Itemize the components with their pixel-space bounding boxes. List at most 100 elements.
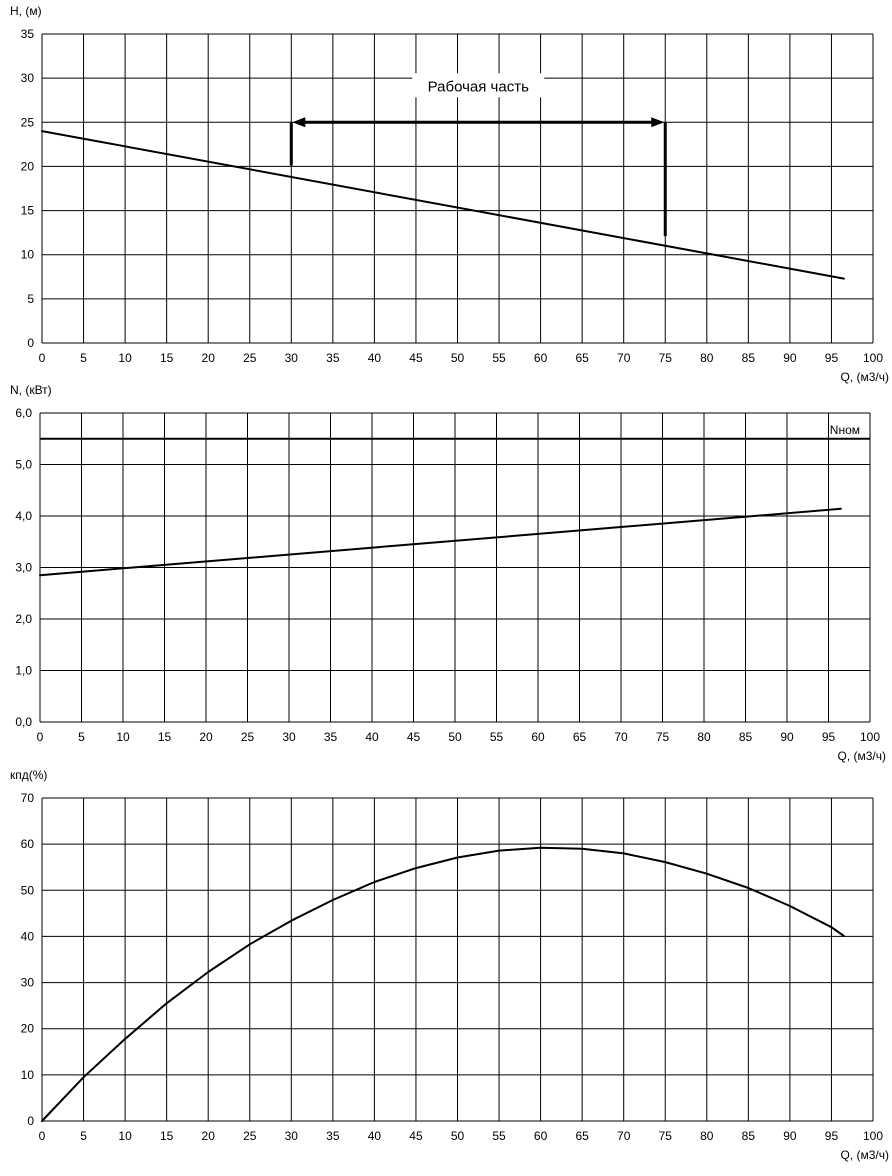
head-x-tick-label: 0 bbox=[39, 351, 46, 365]
power-x-tick-label: 35 bbox=[324, 730, 338, 744]
efficiency-x-tick-label: 40 bbox=[368, 1129, 382, 1143]
power-x-tick-label: 40 bbox=[365, 730, 379, 744]
efficiency-x-tick-label: 95 bbox=[825, 1129, 839, 1143]
efficiency-x-tick-label: 85 bbox=[742, 1129, 756, 1143]
efficiency-y-tick-label: 70 bbox=[21, 791, 35, 805]
power-y-tick-label: 1,0 bbox=[15, 664, 32, 678]
power-x-tick-label: 45 bbox=[407, 730, 421, 744]
head-x-tick-label: 75 bbox=[659, 351, 673, 365]
head-x-tick-label: 55 bbox=[492, 351, 506, 365]
efficiency-y-tick-label: 20 bbox=[21, 1022, 35, 1036]
efficiency-x-tick-label: 5 bbox=[80, 1129, 87, 1143]
efficiency-y-tick-label: 30 bbox=[21, 976, 35, 990]
power-x-tick-label: 70 bbox=[614, 730, 628, 744]
head-x-tick-label: 5 bbox=[80, 351, 87, 365]
power-x-tick-label: 5 bbox=[78, 730, 85, 744]
efficiency-y-axis-title: кпд(%) bbox=[10, 768, 47, 782]
head-x-tick-label: 95 bbox=[825, 351, 839, 365]
head-x-tick-label: 85 bbox=[742, 351, 756, 365]
head-curve bbox=[41, 130, 845, 280]
head-x-axis-title: Q, (м3/ч) bbox=[840, 370, 889, 384]
power-y-tick-label: 0,0 bbox=[15, 715, 32, 729]
efficiency-curve bbox=[41, 846, 845, 1122]
efficiency-x-tick-label: 65 bbox=[575, 1129, 589, 1143]
power-x-tick-label: 60 bbox=[531, 730, 545, 744]
head-x-tick-label: 100 bbox=[863, 351, 883, 365]
head-x-tick-label: 10 bbox=[118, 351, 132, 365]
efficiency-y-tick-label: 50 bbox=[21, 883, 35, 897]
power-x-tick-label: 65 bbox=[573, 730, 587, 744]
power-y-tick-label: 3,0 bbox=[15, 561, 32, 575]
efficiency-x-tick-label: 70 bbox=[617, 1129, 631, 1143]
power-x-tick-label: 20 bbox=[199, 730, 213, 744]
head-y-tick-label: 30 bbox=[21, 71, 35, 85]
head-x-tick-label: 35 bbox=[326, 351, 340, 365]
head-x-tick-label: 20 bbox=[202, 351, 216, 365]
head-x-tick-label: 80 bbox=[700, 351, 714, 365]
efficiency-x-tick-label: 75 bbox=[659, 1129, 673, 1143]
head-y-tick-label: 35 bbox=[21, 27, 35, 41]
efficiency-y-tick-label: 10 bbox=[21, 1068, 35, 1082]
power-y-tick-label: 6,0 bbox=[15, 406, 32, 420]
head-x-tick-label: 40 bbox=[368, 351, 382, 365]
power-x-tick-label: 90 bbox=[780, 730, 794, 744]
power-x-tick-label: 55 bbox=[490, 730, 504, 744]
power-reference-line-label: Nном bbox=[830, 423, 860, 437]
power-y-tick-label: 5,0 bbox=[15, 458, 32, 472]
power-x-tick-label: 100 bbox=[860, 730, 880, 744]
efficiency-x-tick-label: 35 bbox=[326, 1129, 340, 1143]
head-x-tick-label: 45 bbox=[409, 351, 423, 365]
efficiency-x-tick-label: 10 bbox=[118, 1129, 132, 1143]
power-y-axis-title: N, (кВт) bbox=[10, 383, 52, 397]
head-y-tick-label: 15 bbox=[21, 204, 35, 218]
power-x-tick-label: 80 bbox=[697, 730, 711, 744]
power-x-tick-label: 30 bbox=[282, 730, 296, 744]
power-x-tick-label: 85 bbox=[739, 730, 753, 744]
head-x-tick-label: 60 bbox=[534, 351, 548, 365]
power-y-tick-label: 2,0 bbox=[15, 612, 32, 626]
efficiency-x-tick-label: 0 bbox=[39, 1129, 46, 1143]
efficiency-x-tick-label: 15 bbox=[160, 1129, 174, 1143]
efficiency-x-tick-label: 20 bbox=[202, 1129, 216, 1143]
head-x-tick-label: 65 bbox=[575, 351, 589, 365]
power-x-tick-label: 10 bbox=[116, 730, 130, 744]
power-x-axis-title: Q, (м3/ч) bbox=[837, 749, 886, 763]
efficiency-x-tick-label: 80 bbox=[700, 1129, 714, 1143]
working-range-label-background bbox=[412, 73, 545, 98]
power-x-tick-label: 75 bbox=[656, 730, 670, 744]
head-y-axis-title: H, (м) bbox=[10, 4, 42, 18]
efficiency-y-tick-label: 60 bbox=[21, 837, 35, 851]
head-x-tick-label: 70 bbox=[617, 351, 631, 365]
head-x-tick-label: 30 bbox=[285, 351, 299, 365]
efficiency-x-tick-label: 55 bbox=[492, 1129, 506, 1143]
head-x-tick-label: 25 bbox=[243, 351, 257, 365]
head-y-tick-label: 25 bbox=[21, 115, 35, 129]
power-y-tick-label: 4,0 bbox=[15, 509, 32, 523]
efficiency-x-tick-label: 45 bbox=[409, 1129, 423, 1143]
arrow-left-head-icon bbox=[292, 117, 306, 128]
efficiency-y-tick-label: 0 bbox=[27, 1114, 34, 1128]
efficiency-x-tick-label: 90 bbox=[783, 1129, 797, 1143]
power-x-tick-label: 0 bbox=[37, 730, 44, 744]
head-y-tick-label: 10 bbox=[21, 248, 35, 262]
head-y-tick-label: 20 bbox=[21, 159, 35, 173]
arrow-right-head-icon bbox=[651, 117, 665, 128]
power-x-tick-label: 15 bbox=[158, 730, 172, 744]
efficiency-x-tick-label: 25 bbox=[243, 1129, 257, 1143]
power-x-tick-label: 95 bbox=[822, 730, 836, 744]
efficiency-x-tick-label: 100 bbox=[863, 1129, 883, 1143]
efficiency-y-tick-label: 40 bbox=[21, 929, 35, 943]
head-y-tick-label: 5 bbox=[27, 292, 34, 306]
efficiency-x-tick-label: 50 bbox=[451, 1129, 465, 1143]
power-x-tick-label: 50 bbox=[448, 730, 462, 744]
working-range-label: Рабочая часть bbox=[428, 78, 529, 95]
head-y-tick-label: 0 bbox=[27, 336, 34, 350]
head-x-tick-label: 15 bbox=[160, 351, 174, 365]
efficiency-x-tick-label: 60 bbox=[534, 1129, 548, 1143]
head-x-tick-label: 50 bbox=[451, 351, 465, 365]
head-x-tick-label: 90 bbox=[783, 351, 797, 365]
efficiency-x-axis-title: Q, (м3/ч) bbox=[840, 1148, 889, 1162]
efficiency-x-tick-label: 30 bbox=[285, 1129, 299, 1143]
